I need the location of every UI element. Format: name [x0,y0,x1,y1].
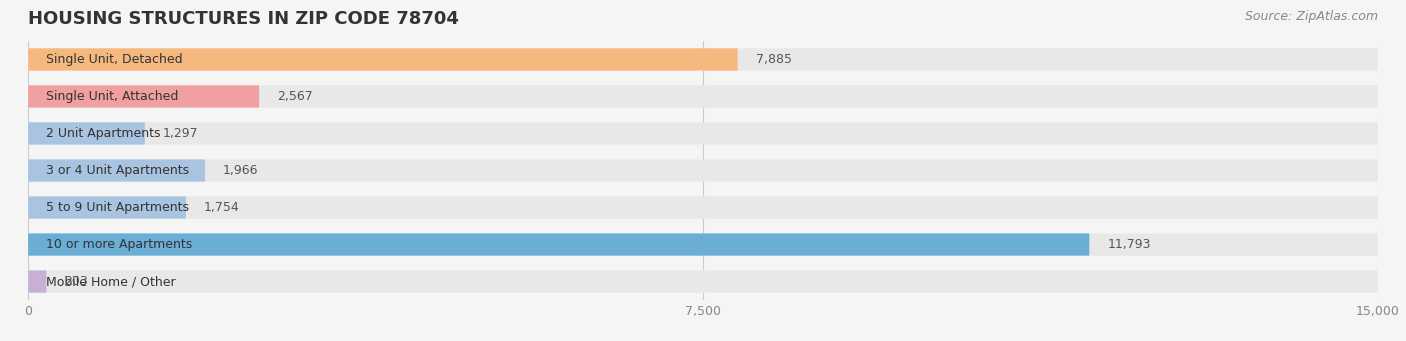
FancyBboxPatch shape [28,122,145,145]
Text: Single Unit, Detached: Single Unit, Detached [46,53,183,66]
FancyBboxPatch shape [28,122,1378,145]
FancyBboxPatch shape [28,48,1378,71]
Text: 7,885: 7,885 [755,53,792,66]
FancyBboxPatch shape [28,48,738,71]
FancyBboxPatch shape [28,196,186,219]
Text: 2 Unit Apartments: 2 Unit Apartments [46,127,160,140]
Text: Mobile Home / Other: Mobile Home / Other [46,275,176,288]
Text: 11,793: 11,793 [1108,238,1150,251]
FancyBboxPatch shape [28,85,1378,107]
Text: 203: 203 [65,275,89,288]
Text: 10 or more Apartments: 10 or more Apartments [46,238,193,251]
Text: 1,297: 1,297 [163,127,198,140]
Text: Source: ZipAtlas.com: Source: ZipAtlas.com [1244,10,1378,23]
FancyBboxPatch shape [28,196,1378,219]
Text: Single Unit, Attached: Single Unit, Attached [46,90,179,103]
Text: 3 or 4 Unit Apartments: 3 or 4 Unit Apartments [46,164,190,177]
Text: 1,754: 1,754 [204,201,239,214]
Text: 1,966: 1,966 [224,164,259,177]
FancyBboxPatch shape [28,159,205,182]
FancyBboxPatch shape [28,270,1378,293]
Text: 2,567: 2,567 [277,90,314,103]
FancyBboxPatch shape [28,159,1378,182]
FancyBboxPatch shape [28,270,46,293]
FancyBboxPatch shape [28,234,1090,256]
FancyBboxPatch shape [28,85,259,107]
Text: 5 to 9 Unit Apartments: 5 to 9 Unit Apartments [46,201,190,214]
Text: HOUSING STRUCTURES IN ZIP CODE 78704: HOUSING STRUCTURES IN ZIP CODE 78704 [28,10,458,28]
FancyBboxPatch shape [28,234,1378,256]
